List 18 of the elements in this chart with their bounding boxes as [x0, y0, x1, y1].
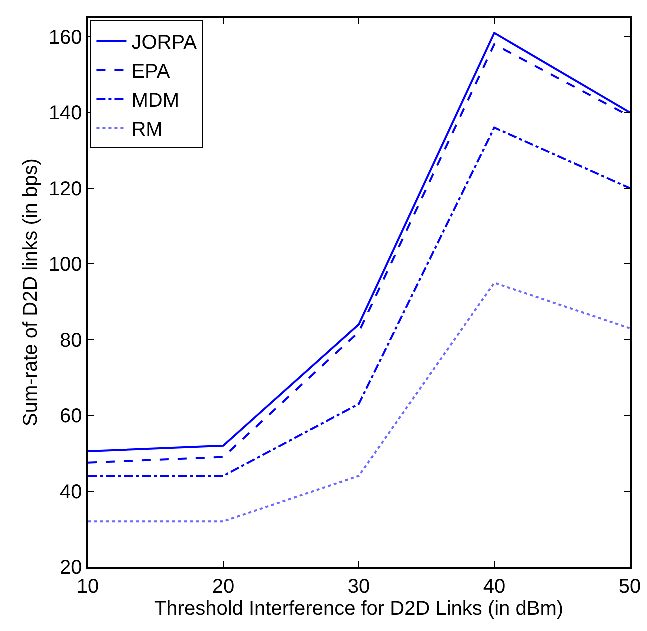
- legend-label: RM: [132, 119, 163, 142]
- y-tick-label: 80: [60, 330, 82, 352]
- x-tick-label: 20: [212, 576, 235, 598]
- legend-label: EPA: [132, 61, 171, 84]
- y-tick-label: 120: [48, 178, 82, 200]
- x-tick-label: 30: [348, 576, 370, 598]
- x-tick-label: 40: [483, 576, 506, 598]
- x-tick-label: 50: [618, 576, 642, 598]
- y-tick-label: 100: [48, 254, 82, 276]
- line-series: [88, 282, 630, 523]
- x-axis-title: Threshold Interference for D2D Links (in dBm): [154, 598, 564, 620]
- y-tick-label: 60: [60, 406, 82, 428]
- y-tick-label: 160: [48, 26, 82, 49]
- y-tick-label: 40: [60, 481, 82, 504]
- legend-label: JORPA: [132, 32, 198, 54]
- y-axis-title: Sum-rate of D2D links (in bps): [20, 158, 42, 426]
- legend-label: MDM: [132, 90, 180, 112]
- y-tick-label: 140: [48, 102, 82, 125]
